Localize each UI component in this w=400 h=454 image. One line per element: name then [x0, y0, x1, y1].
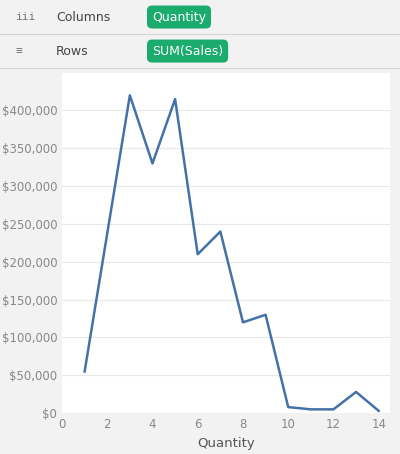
Text: Columns: Columns [56, 10, 110, 24]
Text: ≡: ≡ [16, 46, 23, 56]
Text: iii: iii [16, 12, 36, 22]
Text: Quantity: Quantity [152, 10, 206, 24]
Text: SUM(Sales): SUM(Sales) [152, 44, 223, 58]
X-axis label: Quantity: Quantity [197, 437, 255, 449]
Text: Rows: Rows [56, 44, 89, 58]
